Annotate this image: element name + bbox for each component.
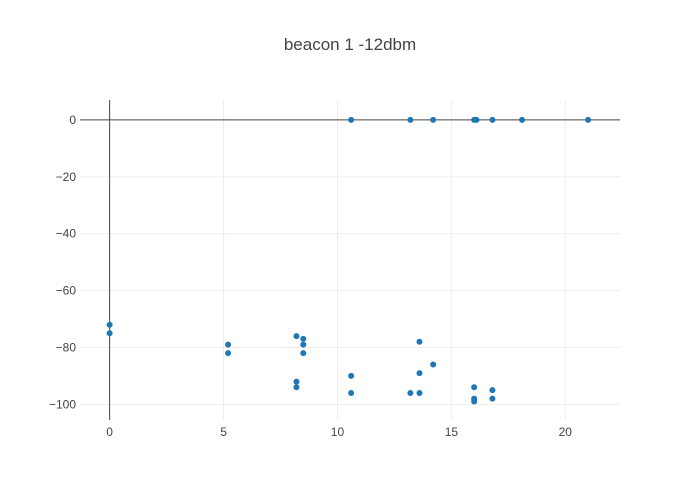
scatter-point (300, 350, 307, 357)
scatter-point (225, 341, 232, 348)
scatter-point (471, 384, 478, 391)
y-tick-label: −20 (56, 170, 77, 184)
y-tick-label: −100 (49, 397, 76, 411)
scatter-point (416, 338, 423, 345)
scatter-point (407, 116, 414, 123)
x-tick-label: 0 (106, 425, 113, 439)
scatter-point (106, 321, 113, 328)
scatter-point (293, 378, 300, 385)
scatter-point (293, 384, 300, 391)
y-tick-label: −80 (56, 340, 77, 354)
data-points (106, 116, 592, 405)
x-tick-label: 20 (559, 425, 573, 439)
axis-lines (80, 100, 620, 420)
scatter-point (471, 398, 478, 405)
scatter-point (407, 389, 414, 396)
x-tick-label: 10 (331, 425, 345, 439)
scatter-point (348, 116, 355, 123)
y-tick-label: −40 (56, 227, 77, 241)
scatter-point (430, 361, 437, 368)
scatter-point (300, 341, 307, 348)
grid-lines (80, 100, 620, 420)
y-tick-label: −60 (56, 284, 77, 298)
scatter-point (430, 116, 437, 123)
scatter-point (106, 330, 113, 337)
chart-title: beacon 1 -12dbm (284, 35, 416, 54)
scatter-point (225, 350, 232, 357)
scatter-point (519, 116, 526, 123)
x-tick-labels: 0 5 10 15 20 (106, 425, 572, 439)
x-tick-label: 5 (220, 425, 227, 439)
y-tick-labels: 0 −20 −40 −60 −80 −100 (49, 113, 76, 411)
scatter-point (416, 370, 423, 377)
scatter-point (489, 116, 496, 123)
scatter-point (489, 395, 496, 402)
scatter-point (293, 333, 300, 340)
scatter-point (348, 389, 355, 396)
scatter-point (585, 116, 592, 123)
scatter-point (348, 372, 355, 379)
scatter-point (416, 389, 423, 396)
scatter-point (473, 116, 480, 123)
x-tick-label: 15 (445, 425, 459, 439)
y-tick-label: 0 (69, 113, 76, 127)
scatter-point (489, 387, 496, 394)
scatter-point (300, 335, 307, 342)
